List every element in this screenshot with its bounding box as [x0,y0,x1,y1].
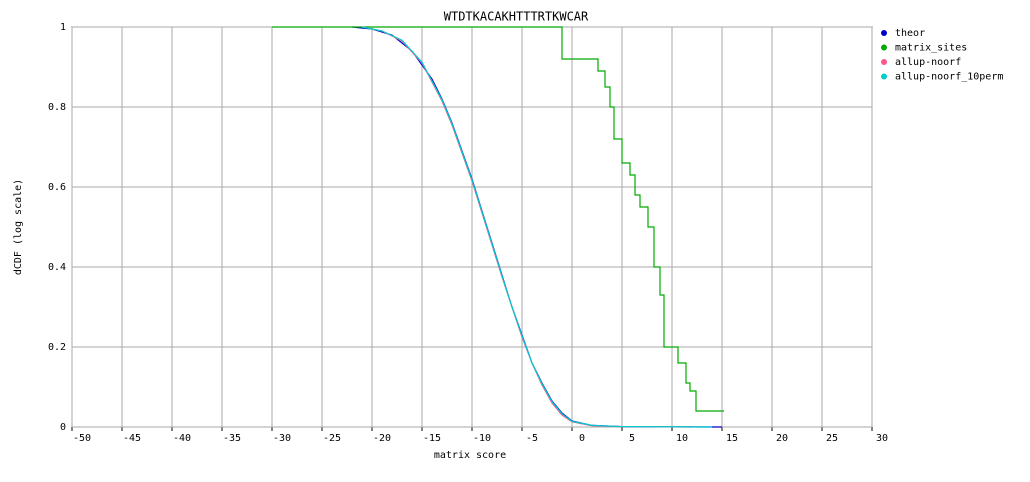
x-tick-label: 5 [629,433,635,444]
chart-title: WTDTKACAKHTTTRTKWCAR [444,10,589,24]
legend-label: allup-noorf_10perm [895,72,1003,83]
legend-label: theor [895,28,925,39]
x-tick-label: -5 [526,433,538,444]
y-tick-label: 0 [60,422,66,433]
legend-marker [881,59,887,65]
x-tick-label: 10 [676,433,688,444]
x-tick-label: -10 [473,433,491,444]
y-tick-label: 0.2 [48,342,66,353]
x-tick-label: -30 [273,433,291,444]
line [361,26,713,428]
legend-marker [881,30,887,36]
x-tick-label: -35 [223,433,241,444]
line [272,26,724,412]
x-tick-label: 15 [726,433,738,444]
legend-marker [881,73,887,80]
y-axis-label: dCDF (log scale) [13,179,24,275]
x-tick-label: -25 [323,433,341,444]
x-tick-label: -15 [423,433,441,444]
legend-label: allup-noorf [895,57,961,68]
y-tick-label: 0.8 [48,102,66,113]
x-tick-label: 30 [876,433,888,444]
x-tick-label: 25 [826,433,838,444]
x-tick-label: -40 [173,433,191,444]
x-axis-label: matrix score [434,450,506,461]
x-tick-label: -20 [373,433,391,444]
legend-label: matrix_sites [895,43,967,54]
x-tick-label: 20 [776,433,788,444]
legend-marker [881,44,887,51]
x-tick-label: -50 [73,433,91,444]
y-tick-label: 0.4 [48,262,66,273]
x-tick-label: 0 [579,433,585,444]
x-tick-label: -45 [123,433,141,444]
y-tick-label: 0.6 [48,182,66,193]
y-tick-label: 1 [60,22,66,33]
